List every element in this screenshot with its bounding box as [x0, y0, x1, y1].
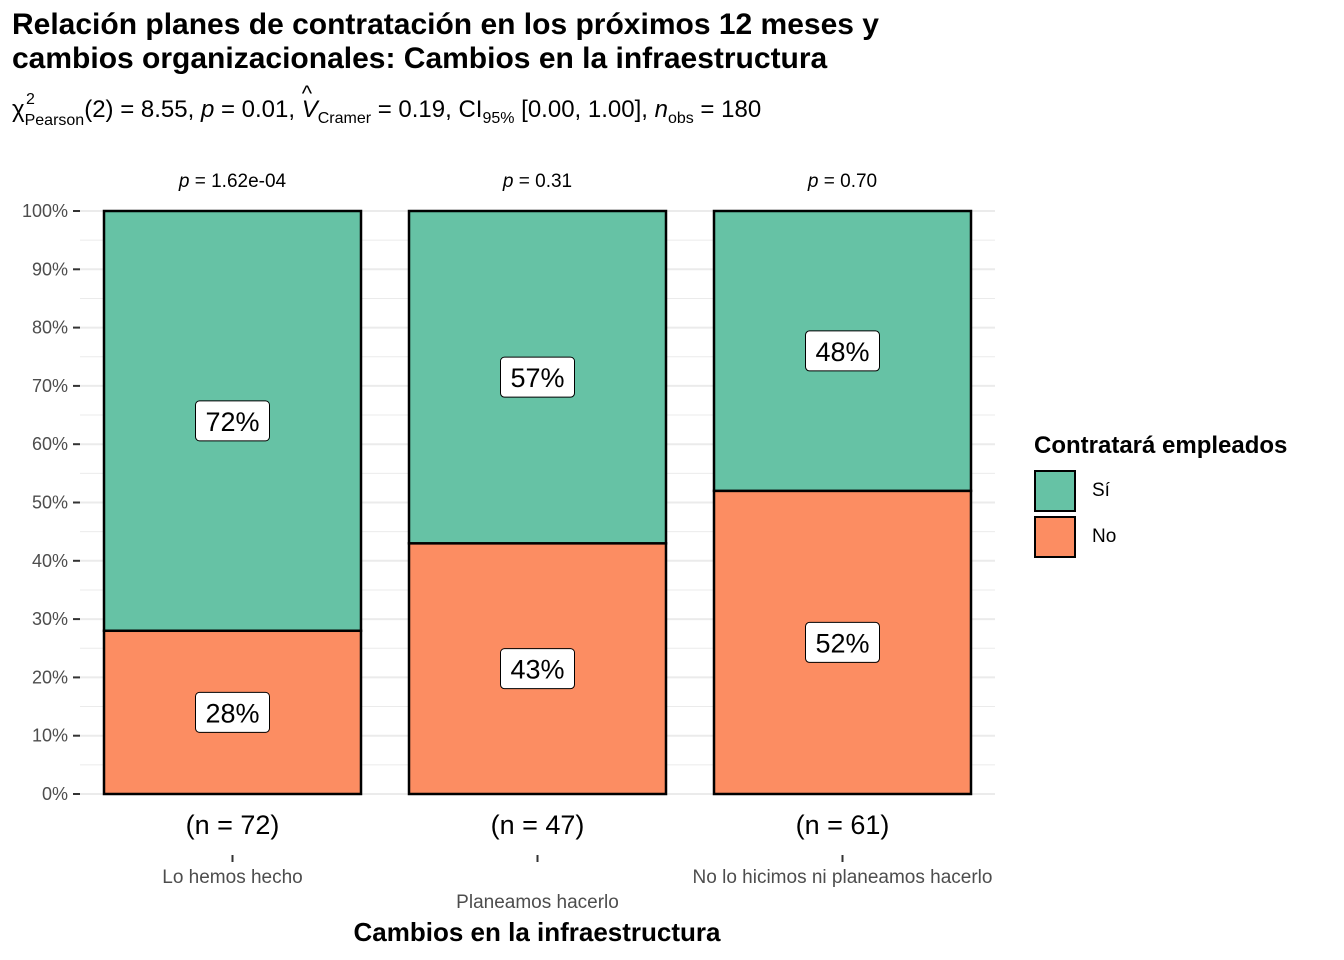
- legend-label-si: Sí: [1092, 480, 1110, 501]
- count-label: (n = 61): [796, 810, 890, 840]
- legend-label-no: No: [1092, 526, 1117, 547]
- chi-squared-symbol: χ 2 Pearson: [12, 91, 85, 129]
- legend: Contratará empleados Sí No: [1034, 432, 1287, 560]
- chart-title-line-2: cambios organizacionales: Cambios en la …: [12, 42, 828, 75]
- y-tick-label: 80%: [32, 318, 68, 338]
- count-label: (n = 47): [491, 810, 585, 840]
- y-tick-label: 100%: [22, 201, 68, 221]
- x-axis-title: Cambios en la infraestructura: [354, 917, 722, 947]
- p-value-label: p = 0.31: [502, 171, 572, 192]
- legend-swatch-si: [1034, 470, 1076, 512]
- y-tick-label: 40%: [32, 551, 68, 571]
- count-label: (n = 72): [186, 810, 280, 840]
- y-tick-label: 30%: [32, 609, 68, 629]
- y-tick-label: 50%: [32, 493, 68, 513]
- data-label-box: [195, 400, 270, 442]
- legend-title: Contratará empleados: [1034, 432, 1288, 459]
- data-label: 52%: [815, 628, 869, 658]
- cramer-v-symbol: ^ V: [301, 81, 318, 123]
- x-tick-label: No lo hicimos ni planeamos hacerlo: [693, 867, 993, 888]
- legend-swatch-no: [1034, 516, 1076, 558]
- chart-title: Relación planes de contratación en los p…: [12, 8, 879, 76]
- chart-title-line-1: Relación planes de contratación en los p…: [12, 8, 879, 41]
- data-label: 57%: [510, 363, 564, 393]
- data-label: 48%: [815, 337, 869, 367]
- y-tick-label: 90%: [32, 259, 68, 279]
- data-label-box: [500, 648, 575, 690]
- y-tick-label: 10%: [32, 726, 68, 746]
- data-label-box: [805, 330, 880, 372]
- data-label-box: [500, 356, 575, 398]
- y-tick-label: 20%: [32, 667, 68, 687]
- y-tick-label: 70%: [32, 376, 68, 396]
- x-tick-label: Lo hemos hecho: [162, 867, 303, 888]
- data-label-box: [805, 621, 880, 663]
- p-value-label: p = 0.70: [807, 171, 877, 192]
- p-value-label: p = 1.62e-04: [178, 171, 287, 192]
- legend-item-no: No: [1034, 514, 1287, 560]
- data-label: 43%: [510, 655, 564, 685]
- data-label: 72%: [205, 407, 259, 437]
- y-tick-label: 60%: [32, 434, 68, 454]
- y-tick-label: 0%: [42, 784, 68, 804]
- chart-subtitle: χ 2 Pearson(2) = 8.55, p = 0.01, ^ VCramer …: [12, 81, 762, 129]
- legend-item-si: Sí: [1034, 468, 1287, 514]
- x-tick-label: Planeamos hacerlo: [456, 892, 619, 913]
- data-label-box: [195, 691, 270, 733]
- data-label: 28%: [205, 698, 259, 728]
